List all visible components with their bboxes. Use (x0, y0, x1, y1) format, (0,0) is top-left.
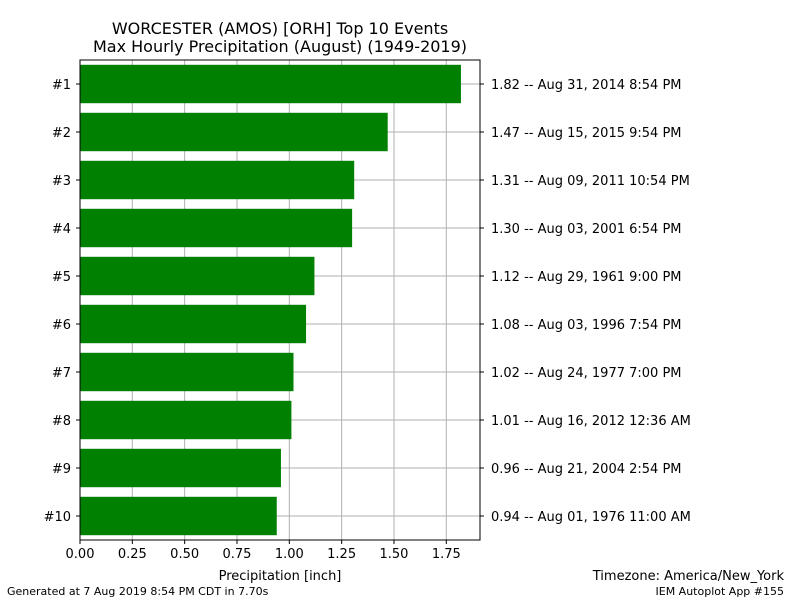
right-event-label: 1.01 -- Aug 16, 2012 12:36 AM (491, 414, 691, 429)
right-event-label: 1.47 -- Aug 15, 2015 9:54 PM (491, 126, 682, 141)
right-event-label: 0.94 -- Aug 01, 1976 11:00 AM (491, 510, 691, 525)
y-tick-label: #3 (52, 174, 71, 189)
y-tick-label: #4 (52, 222, 71, 237)
x-tick-label: 1.00 (275, 547, 304, 562)
right-event-label: 1.02 -- Aug 24, 1977 7:00 PM (491, 366, 682, 381)
x-axis-label: Precipitation [inch] (219, 569, 342, 584)
bar-9 (80, 448, 281, 488)
right-event-label: 1.12 -- Aug 29, 1961 9:00 PM (491, 270, 682, 285)
right-event-label: 1.30 -- Aug 03, 2001 6:54 PM (491, 222, 682, 237)
y-tick-label: #9 (52, 462, 71, 477)
bar-4 (80, 208, 353, 248)
right-event-label: 1.08 -- Aug 03, 1996 7:54 PM (491, 318, 682, 333)
y-tick-label: #7 (52, 366, 71, 381)
x-tick-label: 0.00 (66, 547, 95, 562)
bar-1 (80, 64, 461, 104)
bar-8 (80, 400, 292, 440)
y-tick-label: #5 (52, 270, 71, 285)
bar-7 (80, 352, 294, 392)
timezone-label: Timezone: America/New_York (592, 569, 784, 584)
x-tick-label: 0.50 (170, 547, 199, 562)
bar-2 (80, 112, 388, 152)
app-credit: IEM Autoplot App #155 (655, 585, 785, 598)
plot-frame (79, 59, 481, 541)
x-tick-label: 1.25 (327, 547, 356, 562)
x-tick-label: 1.75 (432, 547, 461, 562)
bar-5 (80, 256, 315, 296)
right-event-label: 1.82 -- Aug 31, 2014 8:54 PM (491, 78, 682, 93)
x-tick-label: 0.75 (223, 547, 252, 562)
bar-6 (80, 304, 307, 344)
y-tick-label: #2 (52, 126, 71, 141)
x-tick-label: 1.50 (379, 547, 408, 562)
y-tick-label: #10 (44, 510, 71, 525)
x-tick-label: 0.25 (118, 547, 147, 562)
chart-title: WORCESTER (AMOS) [ORH] Top 10 Events (112, 19, 448, 38)
right-event-label: 1.31 -- Aug 09, 2011 10:54 PM (491, 174, 690, 189)
bar-10 (80, 496, 277, 536)
bar-3 (80, 160, 355, 200)
right-event-label: 0.96 -- Aug 21, 2004 2:54 PM (491, 462, 682, 477)
y-tick-label: #1 (52, 78, 71, 93)
y-tick-label: #8 (52, 414, 71, 429)
generated-note: Generated at 7 Aug 2019 8:54 PM CDT in 7… (7, 585, 269, 598)
y-tick-label: #6 (52, 318, 71, 333)
chart-subtitle: Max Hourly Precipitation (August) (1949-… (93, 37, 467, 56)
